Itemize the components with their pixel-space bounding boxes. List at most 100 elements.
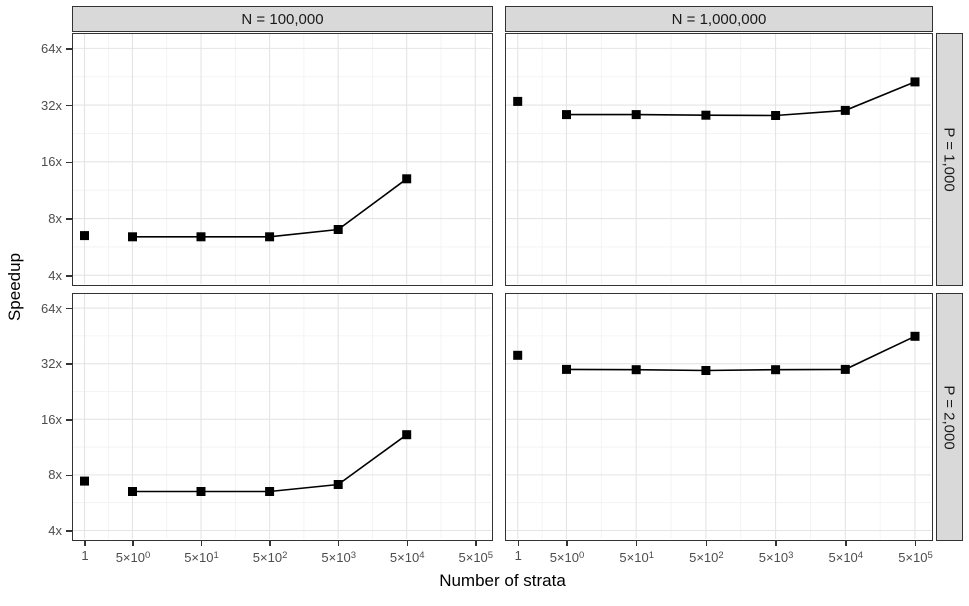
data-point (562, 110, 571, 120)
facet-strip-label: N = 1,000,000 (671, 10, 767, 28)
facet-strip-label: P = 1,000 (941, 127, 958, 192)
grid-minor (73, 294, 491, 539)
grid-major (506, 294, 931, 539)
data-point (631, 110, 641, 120)
panel-plot-area (506, 294, 931, 539)
data-line (566, 335, 916, 372)
x-tick-mark (775, 541, 777, 546)
grid-minor (506, 294, 931, 539)
x-tick-label: 5×103 (321, 550, 356, 565)
data-point (840, 364, 850, 374)
y-tick-label: 32x (41, 356, 62, 372)
y-tick-mark (66, 218, 72, 220)
facet-strip-label: N = 100,000 (241, 10, 324, 28)
data-point (333, 480, 343, 489)
x-tick-mark (132, 541, 134, 546)
x-axis-title: Number of strata (439, 571, 566, 590)
x-tick-label: 5×104 (389, 550, 425, 565)
data-line (566, 81, 916, 117)
panel-1000000-p1000 (505, 33, 933, 286)
x-tick-mark (200, 541, 203, 546)
panel-plot-area (73, 294, 491, 539)
y-tick-mark (66, 275, 72, 277)
data-point (562, 364, 571, 374)
y-tick-mark (66, 363, 72, 365)
panel-100000-p2000 (72, 293, 493, 541)
x-tick-label: 5×105 (458, 550, 494, 565)
grid-minor (73, 34, 491, 284)
x-tick-label: 5×102 (689, 550, 724, 565)
data-point (80, 231, 89, 241)
data-point (631, 365, 641, 375)
x-tick-mark (845, 541, 847, 546)
data-point (128, 487, 137, 496)
y-tick-label: 64x (41, 40, 62, 56)
facet-strip-p-1000: P = 1,000 (936, 33, 963, 286)
facet-strip-label: P = 2,000 (941, 384, 958, 450)
x-tick-mark (705, 541, 708, 546)
panel-1000000-p2000 (505, 293, 933, 541)
y-tick-mark (66, 530, 72, 532)
data-point (402, 174, 412, 184)
y-tick-label: 4x (48, 523, 62, 538)
x-tick-mark (914, 541, 917, 546)
x-tick-mark (84, 541, 86, 546)
y-tick-mark (66, 419, 72, 421)
x-tick-mark (406, 541, 408, 546)
x-tick-mark (269, 541, 271, 546)
data-point (701, 366, 711, 375)
data-point (402, 430, 412, 440)
x-tick-mark (517, 541, 519, 546)
x-tick-mark (635, 541, 638, 546)
data-point (333, 225, 343, 234)
data-point (196, 232, 206, 242)
data-point (910, 331, 920, 341)
x-tick-label: 5×100 (549, 550, 585, 565)
data-point (513, 350, 523, 360)
x-tick-label: 1 (514, 548, 522, 563)
data-point (910, 77, 920, 87)
grid-major (73, 294, 491, 539)
y-tick-mark (66, 104, 72, 107)
y-tick-label: 16x (41, 411, 62, 427)
x-tick-label: 5×100 (115, 550, 151, 565)
y-tick-label: 32x (41, 97, 62, 113)
facet-strip-p-2000: P = 2,000 (936, 293, 963, 541)
data-point (771, 111, 781, 120)
data-point (80, 476, 89, 486)
x-tick-mark (566, 541, 568, 546)
data-point (771, 365, 781, 375)
y-tick-mark (66, 48, 72, 50)
x-tick-mark (475, 541, 477, 546)
grid-major (73, 34, 491, 284)
y-tick-label: 64x (41, 300, 62, 316)
panel-plot-area (506, 34, 931, 284)
grid-minor (506, 34, 931, 284)
facet-strip-n-100000: N = 100,000 (72, 6, 493, 32)
data-point (840, 105, 850, 115)
x-tick-label: 5×103 (758, 550, 794, 565)
y-tick-mark (66, 161, 72, 164)
y-tick-label: 4x (48, 267, 62, 283)
y-tick-mark (66, 307, 72, 310)
x-tick-mark (337, 541, 340, 546)
data-point (513, 96, 523, 106)
x-tick-label: 5×102 (252, 550, 288, 565)
y-tick-label: 8x (48, 467, 62, 483)
data-point (265, 487, 275, 496)
x-tick-label: 5×101 (619, 550, 654, 565)
facet-strip-n-1000000: N = 1,000,000 (505, 6, 933, 32)
data-point (196, 487, 206, 496)
y-tick-mark (66, 474, 72, 477)
data-point (701, 110, 711, 120)
y-tick-label: 16x (41, 154, 62, 170)
data-point (128, 232, 137, 242)
y-axis-title: Speedup (5, 252, 24, 322)
x-tick-label: 1 (81, 548, 89, 563)
data-point (265, 232, 275, 242)
y-tick-label: 8x (48, 211, 62, 227)
x-tick-label: 5×105 (898, 550, 933, 565)
panel-100000-p1000 (72, 33, 493, 286)
panel-plot-area (73, 34, 491, 284)
